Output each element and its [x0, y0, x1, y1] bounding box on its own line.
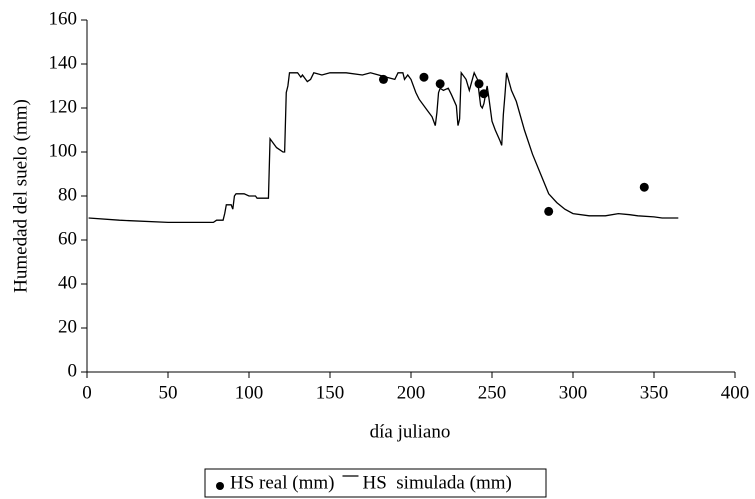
x-tick-label: 350: [640, 382, 669, 403]
x-axis-label: día juliano: [370, 421, 451, 442]
x-tick-label: 200: [397, 382, 426, 403]
y-tick-label: 60: [58, 228, 77, 249]
x-tick-label: 0: [82, 382, 92, 403]
x-tick-label: 250: [478, 382, 507, 403]
legend-label: HS real (mm): [230, 472, 334, 493]
y-tick-label: 80: [58, 184, 77, 205]
y-tick-label: 120: [49, 96, 78, 117]
legend-marker: [216, 482, 224, 490]
y-tick-label: 20: [58, 316, 77, 337]
y-tick-label: 40: [58, 272, 77, 293]
x-tick-label: 150: [316, 382, 345, 403]
data-point: [474, 79, 484, 89]
data-point: [479, 89, 489, 99]
y-tick-label: 140: [49, 52, 78, 73]
y-axis-label: Humedad del suelo (mm): [10, 99, 31, 293]
x-tick-label: 100: [235, 382, 264, 403]
y-tick-label: 160: [49, 8, 78, 29]
x-tick-label: 400: [721, 382, 750, 403]
data-point: [544, 206, 554, 216]
x-tick-label: 300: [559, 382, 588, 403]
legend-label: HS simulada (mm): [362, 472, 511, 493]
legend-box: [204, 468, 547, 498]
data-point: [419, 72, 429, 82]
x-tick-label: 50: [159, 382, 178, 403]
data-line: [88, 70, 679, 224]
data-point: [639, 182, 649, 192]
y-tick-label: 0: [68, 360, 78, 381]
y-tick-label: 100: [49, 140, 78, 161]
data-point: [435, 79, 445, 89]
